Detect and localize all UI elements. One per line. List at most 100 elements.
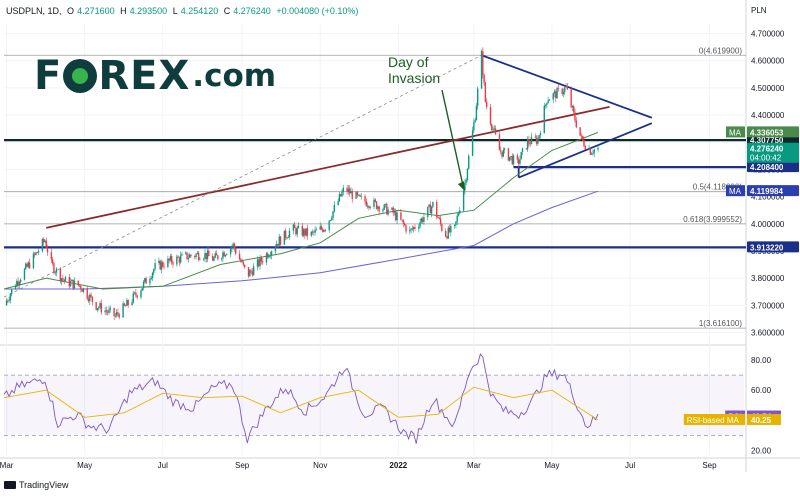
candle-body <box>485 101 488 108</box>
candle-body <box>171 256 173 263</box>
candle-body <box>418 226 420 229</box>
candle-body <box>409 229 411 232</box>
candle-body <box>455 221 457 225</box>
candle-body <box>556 88 558 99</box>
candle-body <box>429 204 432 214</box>
candle-body <box>402 220 405 224</box>
candle-body <box>338 194 341 202</box>
candle-body <box>507 148 510 161</box>
symbol-label: USDPLN, 1D, <box>6 6 62 16</box>
price-tick-label: 4.600000 <box>751 57 785 66</box>
candle-body <box>60 278 63 282</box>
candle-body <box>172 262 174 265</box>
candle-body <box>185 252 187 254</box>
candle-body <box>535 137 538 144</box>
candle-body <box>583 140 585 147</box>
candle-body <box>54 272 56 274</box>
invasion-arrowhead <box>457 181 465 192</box>
candle-body <box>122 303 124 318</box>
candle-body <box>62 278 64 280</box>
candle-body <box>592 153 594 155</box>
open-value: 4.271600 <box>77 6 115 16</box>
candle-body <box>69 281 72 287</box>
candle-body <box>159 260 161 270</box>
candle-body <box>529 143 531 145</box>
candle-body <box>295 228 297 235</box>
candle-body <box>160 262 163 270</box>
candle-body <box>35 252 37 255</box>
candle-body <box>441 224 443 231</box>
candle-body <box>546 103 548 105</box>
candle-body <box>231 246 233 249</box>
candle-body <box>34 253 36 255</box>
candle-body <box>260 257 263 262</box>
candle-body <box>45 240 47 248</box>
candle-body <box>8 300 10 302</box>
rsi-badge-label: 40.25 <box>751 416 772 425</box>
candle-body <box>178 257 181 263</box>
candle-body <box>553 91 556 94</box>
candle-body <box>27 262 30 267</box>
candle-body <box>447 227 449 239</box>
candle-body <box>320 226 323 230</box>
candle-body <box>474 120 476 123</box>
candle-body <box>17 281 19 285</box>
candle-body <box>247 267 250 277</box>
candle-body <box>53 263 55 273</box>
time-tick-label: Nov <box>313 461 327 470</box>
candle-body <box>78 285 81 287</box>
candle-body <box>351 191 353 199</box>
candle-body <box>14 286 17 290</box>
candle-body <box>360 196 362 198</box>
price-tick-label: 4.000000 <box>751 220 785 229</box>
candle-body <box>251 271 254 276</box>
candle-body <box>511 156 513 165</box>
candle-body <box>453 224 456 226</box>
candle-body <box>256 259 259 267</box>
candle-body <box>565 86 567 88</box>
candle-body <box>437 216 439 219</box>
candle-body <box>432 201 434 207</box>
time-tick-label: May <box>77 461 92 470</box>
candle-body <box>36 252 38 254</box>
candle-body <box>91 296 94 303</box>
change-value: +0.004080 (+0.10%) <box>276 6 359 16</box>
tradingview-logo-icon <box>4 481 16 489</box>
candle-body <box>584 146 586 150</box>
candle-body <box>249 270 251 277</box>
candle-body <box>328 220 330 231</box>
candle-body <box>501 151 503 157</box>
candle-body <box>365 201 368 207</box>
price-tick-label: 4.100000 <box>751 193 785 202</box>
price-tick-label: 4.500000 <box>751 84 785 93</box>
candle-body <box>105 310 108 312</box>
candle-body <box>126 300 128 306</box>
candle-body <box>151 272 154 279</box>
candle-body <box>265 253 268 263</box>
candle-body <box>509 156 511 161</box>
candle-body <box>284 230 287 238</box>
candle-body <box>99 303 101 308</box>
candle-body <box>190 254 192 257</box>
rsi-badge-tag-label: RSI-based MA <box>687 416 740 425</box>
candle-body <box>286 237 288 239</box>
logo-o-mark <box>63 59 98 93</box>
candle-body <box>561 88 563 95</box>
candle-body <box>292 224 295 231</box>
fib-level-label: 0.5(4.118000) <box>693 183 743 192</box>
candle-body <box>392 207 394 213</box>
candle-body <box>169 256 172 261</box>
candle-body <box>132 293 135 303</box>
candle-body <box>359 194 361 197</box>
candle-body <box>142 281 145 289</box>
fib-level-label: 0(4.619900) <box>699 46 742 55</box>
candle-body <box>574 112 576 121</box>
close-value: 4.276240 <box>233 6 271 16</box>
candle-body <box>261 261 264 263</box>
ohlc-legend: USDPLN, 1D, O 4.271600 H 4.293500 L 4.25412… <box>6 6 361 16</box>
candle-body <box>205 253 207 260</box>
candle-body <box>7 300 9 302</box>
